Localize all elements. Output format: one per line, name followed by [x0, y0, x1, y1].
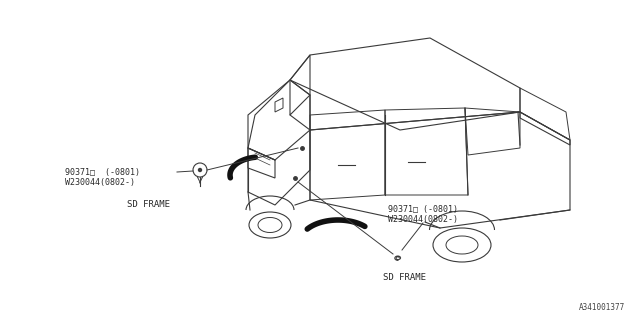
Text: SD FRAME: SD FRAME — [127, 200, 170, 209]
Text: SD FRAME: SD FRAME — [383, 273, 426, 282]
Text: W230044(0802-): W230044(0802-) — [65, 178, 135, 187]
Circle shape — [198, 169, 202, 172]
Text: 90371□ (-0801): 90371□ (-0801) — [388, 205, 458, 214]
Text: 90371□  (-0801): 90371□ (-0801) — [65, 168, 140, 177]
Text: W230044(0802-): W230044(0802-) — [388, 215, 458, 224]
Text: A341001377: A341001377 — [579, 303, 625, 312]
